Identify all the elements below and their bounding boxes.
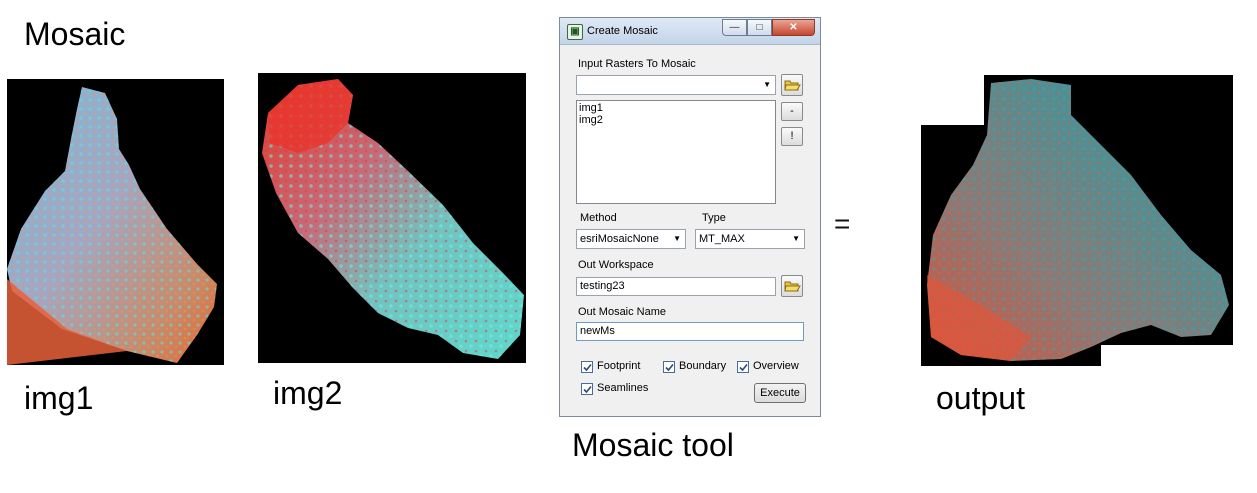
type-label: Type [702,212,726,224]
method-select[interactable]: esriMosaicNone ▼ [576,229,686,249]
input-raster-combo[interactable]: ▼ [576,75,776,95]
img1-caption: img1 [24,380,94,416]
page-title: Mosaic [24,16,126,52]
browse-input-button[interactable] [781,74,803,96]
execute-button[interactable]: Execute [754,383,806,403]
method-select-value: esriMosaicNone [580,233,659,245]
seamlines-label: Seamlines [597,382,649,394]
checkmark-icon [583,363,592,372]
folder-open-icon [784,281,801,292]
raster-list[interactable]: img1 img2 [576,100,776,204]
close-button[interactable]: ✕ [772,19,815,36]
clear-rasters-button[interactable]: ! [781,127,803,146]
browse-workspace-button[interactable] [781,275,803,297]
overview-checkbox[interactable] [737,361,749,373]
create-mosaic-dialog: ▣ Create Mosaic — □ ✕ Input Rasters To M… [559,17,821,417]
minimize-button[interactable]: — [722,19,747,36]
boundary-checkbox[interactable] [663,361,675,373]
list-item[interactable]: img1 [579,102,603,114]
input-rasters-label: Input Rasters To Mosaic [578,58,696,70]
seamlines-checkbox[interactable] [581,383,593,395]
chevron-down-icon: ▼ [792,234,800,243]
app-icon: ▣ [567,24,583,40]
img1-raster-image [7,79,224,365]
out-mosaic-name-label: Out Mosaic Name [578,306,667,318]
folder-open-icon [784,80,801,91]
equals-sign: = [834,208,851,239]
list-item[interactable]: img2 [579,114,603,126]
out-mosaic-name-input[interactable]: newMs [576,322,804,341]
dialog-titlebar[interactable]: ▣ Create Mosaic — □ ✕ [560,18,820,45]
footprint-checkbox[interactable] [581,361,593,373]
remove-raster-button[interactable]: - [781,102,803,121]
out-workspace-input[interactable]: testing23 [576,277,776,296]
dialog-title: Create Mosaic [587,25,658,37]
img2-raster-image [258,73,526,363]
chevron-down-icon: ▼ [763,80,771,89]
checkmark-icon [665,363,674,372]
img2-caption: img2 [273,375,343,411]
maximize-button[interactable]: □ [747,19,772,36]
output-raster-image [921,75,1233,366]
overview-label: Overview [753,360,799,372]
checkmark-icon [583,385,592,394]
output-caption: output [936,380,1025,416]
boundary-label: Boundary [679,360,727,372]
footprint-label: Footprint [597,360,641,372]
method-label: Method [580,212,617,224]
type-select-value: MT_MAX [699,233,745,245]
tool-caption: Mosaic tool [572,427,734,463]
type-select[interactable]: MT_MAX ▼ [695,229,805,249]
out-workspace-label: Out Workspace [578,259,654,271]
checkmark-icon [739,363,748,372]
chevron-down-icon: ▼ [673,234,681,243]
